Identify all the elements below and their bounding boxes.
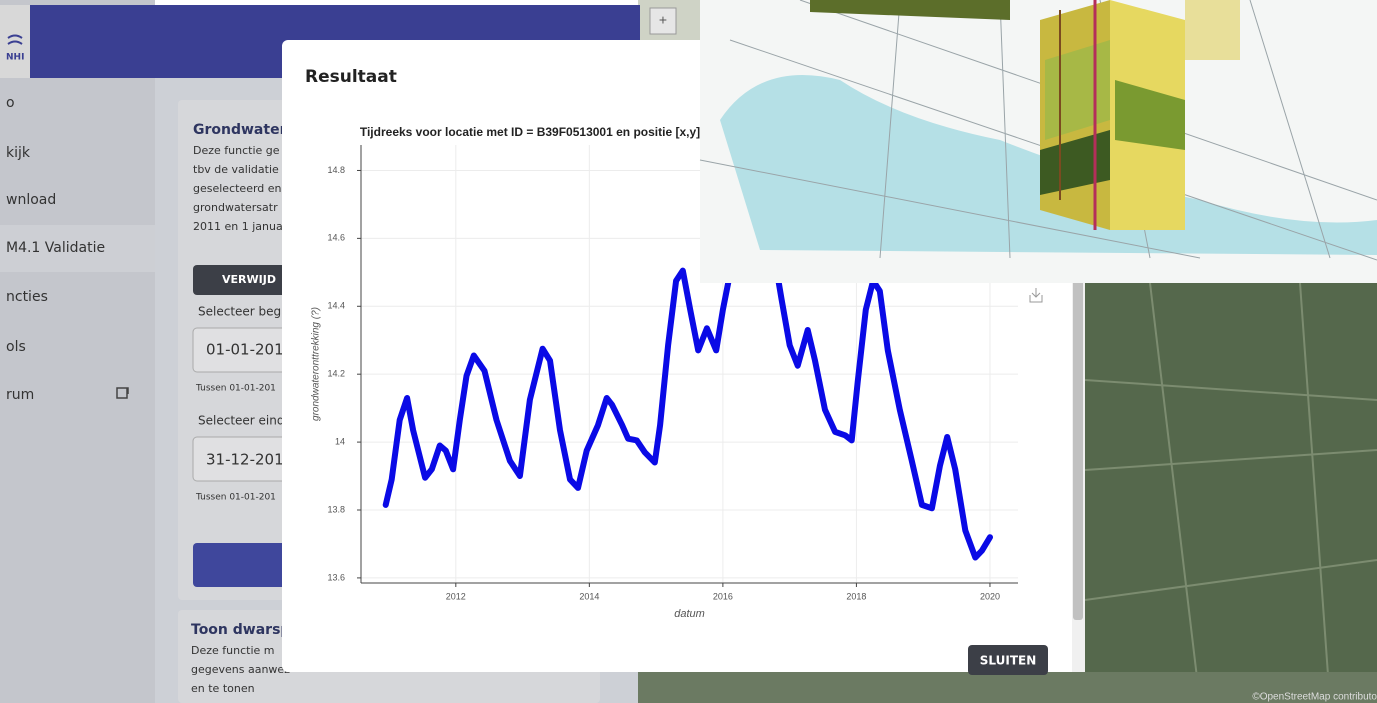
card-title: Grondwater bbox=[193, 122, 287, 138]
field-label: Selecteer eind bbox=[198, 414, 284, 428]
modal-title: Resultaat bbox=[305, 67, 397, 87]
card-text: gegevens aanwez bbox=[191, 663, 290, 676]
submit-button[interactable] bbox=[193, 543, 293, 587]
button-label: VERWIJD bbox=[222, 273, 276, 286]
field-value: 01-01-2011 bbox=[206, 341, 293, 359]
card-text: tbv de validatie bbox=[193, 163, 279, 176]
y-tick-label: 14.4 bbox=[327, 301, 345, 311]
x-tick-label: 2020 bbox=[980, 591, 1000, 601]
x-axis-label: datum bbox=[674, 608, 705, 620]
card-text: grondwatersatr bbox=[193, 201, 278, 214]
field-value: 31-12-2019 bbox=[206, 451, 293, 469]
y-tick-label: 13.8 bbox=[327, 504, 345, 514]
field-label: Selecteer begi bbox=[198, 305, 284, 319]
y-tick-label: 14.6 bbox=[327, 233, 345, 243]
geology-image bbox=[700, 0, 1377, 283]
card-text: Deze functie m bbox=[191, 644, 275, 657]
card-text: geselecteerd en bbox=[193, 182, 282, 195]
y-tick-label: 14 bbox=[335, 436, 345, 446]
y-tick-label: 14.8 bbox=[327, 165, 345, 175]
field-hint: Tussen 01-01-201 bbox=[195, 384, 276, 394]
nav-item: o bbox=[6, 95, 15, 111]
nav-item: ncties bbox=[6, 289, 48, 305]
nav-item: M4.1 Validatie bbox=[6, 240, 105, 256]
y-axis-label: grondwateronttrekking (?) bbox=[311, 307, 322, 421]
x-tick-label: 2012 bbox=[446, 591, 466, 601]
screen: + NHI o kijk wnload M4.1 Validatie ncties ols r… bbox=[0, 0, 1377, 703]
close-label: SLUITEN bbox=[980, 654, 1037, 668]
x-tick-label: 2016 bbox=[713, 591, 733, 601]
x-tick-label: 2018 bbox=[846, 591, 866, 601]
nav-item: wnload bbox=[6, 192, 56, 208]
y-tick-label: 14.2 bbox=[327, 369, 345, 379]
card-text: Deze functie ge bbox=[193, 144, 280, 157]
x-tick-label: 2014 bbox=[579, 591, 599, 601]
card-text: 2011 en 1 janua bbox=[193, 220, 283, 233]
zoom-icon: + bbox=[659, 12, 667, 28]
nav-item: rum bbox=[6, 387, 34, 403]
y-tick-label: 13.6 bbox=[327, 572, 345, 582]
field-hint: Tussen 01-01-201 bbox=[195, 493, 276, 503]
nav-item: ols bbox=[6, 339, 26, 355]
nav-item: kijk bbox=[6, 145, 31, 161]
map-attribution: ©OpenStreetMap contributo bbox=[1252, 692, 1377, 703]
card-text: en te tonen bbox=[191, 682, 255, 695]
logo-text: NHI bbox=[6, 53, 24, 63]
map-forest bbox=[1085, 283, 1377, 703]
card-title: Toon dwarsp bbox=[191, 622, 290, 638]
chart-title: Tijdreeks voor locatie met ID = B39F0513… bbox=[360, 125, 700, 139]
